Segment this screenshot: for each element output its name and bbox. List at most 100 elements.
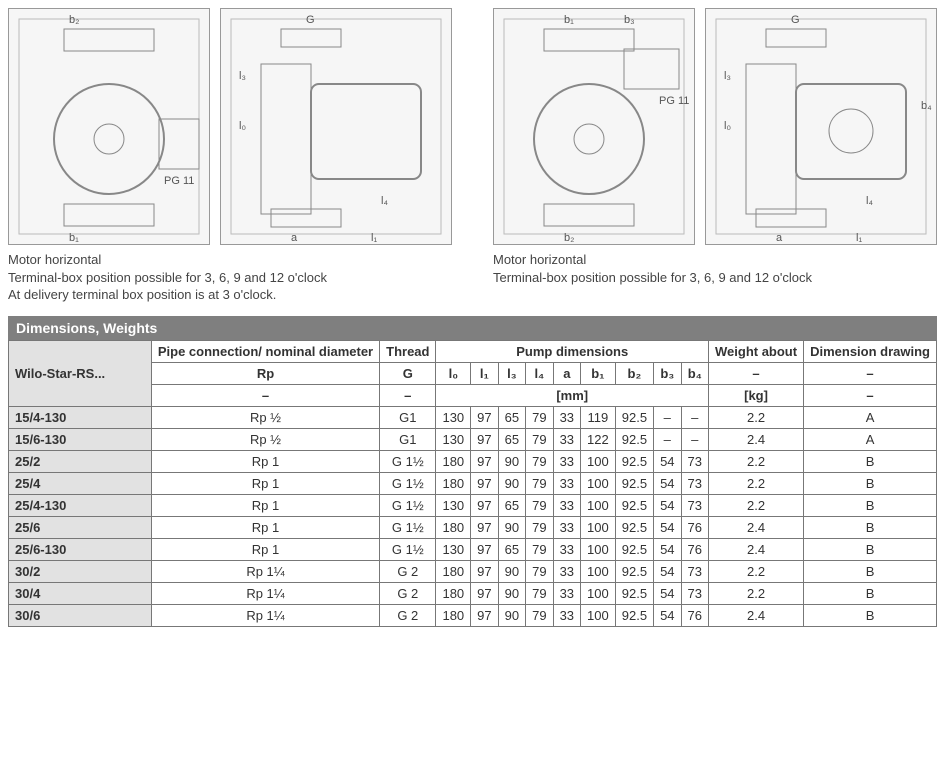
th-a: a [553, 362, 580, 384]
cell-dr: B [804, 604, 937, 626]
svg-text:PG 11: PG 11 [164, 175, 194, 187]
svg-text:a: a [776, 232, 783, 244]
cell-b3: 54 [654, 472, 681, 494]
svg-text:l₄: l₄ [866, 195, 873, 207]
svg-text:b₄: b₄ [921, 100, 932, 112]
cell-b3: 54 [654, 604, 681, 626]
svg-text:G: G [306, 14, 315, 26]
table-row: 30/6Rp 1¼G 21809790793310092.554762.4B [9, 604, 937, 626]
cell-model: 15/4-130 [9, 406, 152, 428]
th-mm: [mm] [436, 384, 709, 406]
th-b1: b₁ [581, 362, 616, 384]
th-l1: l₁ [471, 362, 498, 384]
cell-wt: 2.2 [709, 494, 804, 516]
cell-b1: 119 [581, 406, 616, 428]
cell-b4: 73 [681, 560, 708, 582]
cell-g: G 2 [380, 582, 436, 604]
cell-l1: 97 [471, 472, 498, 494]
cell-g: G 2 [380, 604, 436, 626]
cell-wt: 2.2 [709, 472, 804, 494]
table-row: 15/6-130Rp ½G11309765793312292.5––2.4A [9, 428, 937, 450]
cell-l4: 79 [526, 582, 553, 604]
cell-g: G 1½ [380, 472, 436, 494]
svg-text:l₃: l₃ [724, 70, 731, 82]
cell-l4: 79 [526, 472, 553, 494]
svg-text:l₁: l₁ [371, 232, 377, 244]
cell-wt: 2.4 [709, 516, 804, 538]
cell-l1: 97 [471, 582, 498, 604]
cell-l3: 90 [498, 450, 525, 472]
th-b3: b₃ [654, 362, 681, 384]
table-row: 25/2Rp 1G 1½1809790793310092.554732.2B [9, 450, 937, 472]
svg-text:b₁: b₁ [564, 14, 574, 26]
cell-a: 33 [553, 472, 580, 494]
cell-rp: Rp 1 [151, 472, 379, 494]
th-wt-dash: – [709, 362, 804, 384]
cell-b3: 54 [654, 516, 681, 538]
cell-dr: B [804, 538, 937, 560]
table-row: 25/6Rp 1G 1½1809790793310092.554762.4B [9, 516, 937, 538]
cell-wt: 2.2 [709, 450, 804, 472]
cell-dr: B [804, 472, 937, 494]
cell-b3: 54 [654, 582, 681, 604]
cell-l0: 130 [436, 538, 471, 560]
th-dr-dash: – [804, 362, 937, 384]
cell-a: 33 [553, 538, 580, 560]
svg-text:b₃: b₃ [624, 14, 635, 26]
svg-text:l₁: l₁ [856, 232, 862, 244]
section-header: Dimensions, Weights [8, 316, 937, 340]
cell-wt: 2.4 [709, 428, 804, 450]
th-rp: Rp [151, 362, 379, 384]
spec-table: Wilo-Star-RS... Pipe connection/ nominal… [8, 340, 937, 627]
cell-model: 25/4-130 [9, 494, 152, 516]
caption-left-line3: At delivery terminal box position is at … [8, 286, 452, 304]
cell-l0: 180 [436, 516, 471, 538]
cell-l0: 180 [436, 560, 471, 582]
svg-text:l₀: l₀ [239, 120, 246, 132]
cell-l0: 180 [436, 450, 471, 472]
table-row: 25/4-130Rp 1G 1½1309765793310092.554732.… [9, 494, 937, 516]
th-g: G [380, 362, 436, 384]
cell-dr: B [804, 494, 937, 516]
cell-b3: 54 [654, 450, 681, 472]
cell-b2: 92.5 [615, 516, 653, 538]
cell-l1: 97 [471, 428, 498, 450]
cell-b2: 92.5 [615, 406, 653, 428]
cell-b4: – [681, 406, 708, 428]
cell-g: G1 [380, 406, 436, 428]
cell-wt: 2.2 [709, 582, 804, 604]
cell-rp: Rp 1¼ [151, 582, 379, 604]
th-pump: Pump dimensions [436, 340, 709, 362]
cell-l4: 79 [526, 538, 553, 560]
cell-dr: A [804, 406, 937, 428]
th-b4: b₄ [681, 362, 708, 384]
cell-l0: 180 [436, 604, 471, 626]
table-row: 15/4-130Rp ½G11309765793311992.5––2.2A [9, 406, 937, 428]
cell-l0: 130 [436, 406, 471, 428]
th-g-unit: – [380, 384, 436, 406]
cell-wt: 2.4 [709, 538, 804, 560]
th-b2: b₂ [615, 362, 653, 384]
th-pipe: Pipe connection/ nominal diameter [151, 340, 379, 362]
th-l0: l₀ [436, 362, 471, 384]
cell-l3: 90 [498, 472, 525, 494]
cell-b1: 100 [581, 582, 616, 604]
cell-l4: 79 [526, 406, 553, 428]
cell-b4: 73 [681, 582, 708, 604]
cell-b1: 100 [581, 516, 616, 538]
cell-l3: 90 [498, 560, 525, 582]
cell-dr: A [804, 428, 937, 450]
th-drawing: Dimension drawing [804, 340, 937, 362]
diagram-right-front: b₁ b₃ PG 11 b₂ [493, 8, 695, 245]
cell-b4: 73 [681, 494, 708, 516]
cell-b1: 100 [581, 560, 616, 582]
svg-text:G: G [791, 14, 800, 26]
cell-b3: – [654, 428, 681, 450]
diagram-right-side: G l₃ b₄ l₀ l₄ a l₁ [705, 8, 937, 245]
cell-l4: 79 [526, 604, 553, 626]
cell-l1: 97 [471, 516, 498, 538]
caption-right-line1: Motor horizontal [493, 251, 937, 269]
cell-b2: 92.5 [615, 494, 653, 516]
cell-b2: 92.5 [615, 604, 653, 626]
cell-l3: 65 [498, 494, 525, 516]
